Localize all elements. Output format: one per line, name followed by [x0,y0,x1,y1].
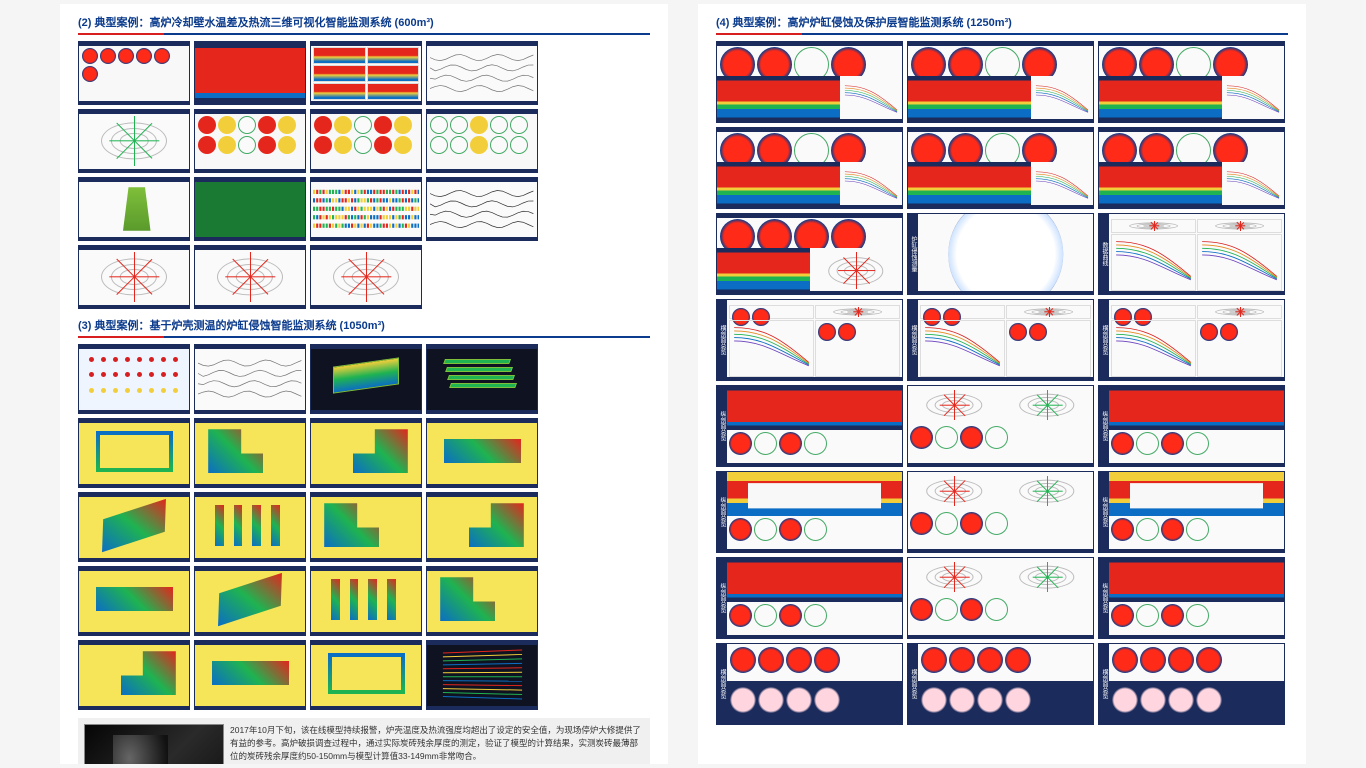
thumb-wave-line [426,177,538,241]
thumb-yellow-frame2 [310,640,422,710]
thumb-yellow-R2 [426,492,538,562]
thumb-radar [310,245,422,309]
thumb-3d-vals [426,344,538,414]
thumb-big-white-circle: 炉缸侵蚀测量 [907,213,1094,295]
thumb-yellow-L [194,418,306,488]
thumb-3d-block [310,344,422,414]
thumb-side-heat-flat: 纵剖面总览 [1098,557,1285,639]
thumb-circles-mixed [194,109,306,173]
thumb-side-pinkcircles: 横剖面总览 [907,643,1094,725]
thumb-row-db-heat [1098,127,1285,209]
thumb-side-heat-flat: 纵剖面总览 [716,385,903,467]
section2-underline [78,33,650,35]
thumb-side-heat-cup: 纵剖面总览 [1098,471,1285,553]
thumb-yellow-slab [78,492,190,562]
thumb-yellow-bars2 [310,566,422,636]
thumb-yellow-R3 [78,640,190,710]
thumb-side-pinkcircles: 横剖面总览 [716,643,903,725]
thumb-side-multichart: 横剖面总览 [907,299,1094,381]
left-page: (2) 典型案例：高炉冷却壁水温差及热流三维可视化智能监测系统 (600m³) … [60,4,668,764]
thumb-row-db-heat [1098,41,1285,123]
thumb-yellow-rect2 [78,566,190,636]
section3-title: (3) 典型案例：基于炉壳测温的炉缸侵蚀智能监测系统 (1050m³) [78,317,650,333]
thumb-row-db-heat [907,127,1094,209]
thumb-radar [78,245,190,309]
section3-footer: 2017年10月下旬，该在线模型持续报警，炉壳温度及热流强度均超出了设定的安全值… [78,718,650,764]
thumb-graph [426,41,538,105]
thumb-yellow-L2 [310,492,422,562]
thumb-row-db-heat [716,41,903,123]
thumb-radar-curves: 数据曲线 [1098,213,1285,295]
thumb-yellow-rect [426,418,538,488]
thumb-row-db-heat [907,41,1094,123]
section4-grid: 炉缸侵蚀测量数据曲线横剖面总览横剖面总览横剖面总览纵剖面总览纵剖面总览纵剖面总览… [716,41,1288,725]
thumb-circles-white [426,109,538,173]
thumb-cone [78,177,190,241]
thumb-side-heat-cup: 纵剖面总览 [716,471,903,553]
thumb-3d-lines [426,640,538,710]
thumb-graph [194,344,306,414]
section2-title: (2) 典型案例：高炉冷却壁水温差及热流三维可视化智能监测系统 (600m³) [78,14,650,30]
footer-text: 2017年10月下旬，该在线模型持续报警，炉壳温度及热流强度均超出了设定的安全值… [230,724,644,762]
thumb-radar [194,245,306,309]
thumb-side-pinkcircles: 横剖面总览 [1098,643,1285,725]
thumb-row-db-heat-radar [716,213,903,295]
thumb-yellow-bars [194,492,306,562]
section3-grid [78,344,650,710]
thumb-yellow-R [310,418,422,488]
thumb-scatter [78,344,190,414]
footer-text-wrap: 2017年10月下旬，该在线模型持续报警，炉壳温度及热流强度均超出了设定的安全值… [230,724,644,764]
thumb-side-heat-flat: 纵剖面总览 [716,557,903,639]
thumb-radar-pair [907,557,1094,639]
thumb-radar-pair [907,385,1094,467]
thumb-circles-mixed [310,109,422,173]
thumb-circles-db-row [78,41,190,105]
section4-underline [716,33,1288,35]
thumb-side-multichart: 横剖面总览 [1098,299,1285,381]
section2-grid [78,41,650,309]
thumb-green-panel [194,177,306,241]
damage-photo [84,724,224,764]
thumb-row-db-heat [716,127,903,209]
section3-underline [78,336,650,338]
thumb-side-heat-flat: 纵剖面总览 [1098,385,1285,467]
thumb-yellow-L3 [426,566,538,636]
thumb-multichart-heat [310,41,422,105]
thumb-radar-green [78,109,190,173]
thumb-yellow-frame [78,418,190,488]
thumb-side-multichart: 横剖面总览 [716,299,903,381]
thumb-wave-bars [310,177,422,241]
thumb-yellow-slab2 [194,566,306,636]
thumb-yellow-rect3 [194,640,306,710]
section4-title: (4) 典型案例：高炉炉缸侵蚀及保护层智能监测系统 (1250m³) [716,14,1288,30]
thumb-heatmap-flat [194,41,306,105]
right-page: (4) 典型案例：高炉炉缸侵蚀及保护层智能监测系统 (1250m³) 炉缸侵蚀测… [698,4,1306,764]
thumb-radar-pair [907,471,1094,553]
